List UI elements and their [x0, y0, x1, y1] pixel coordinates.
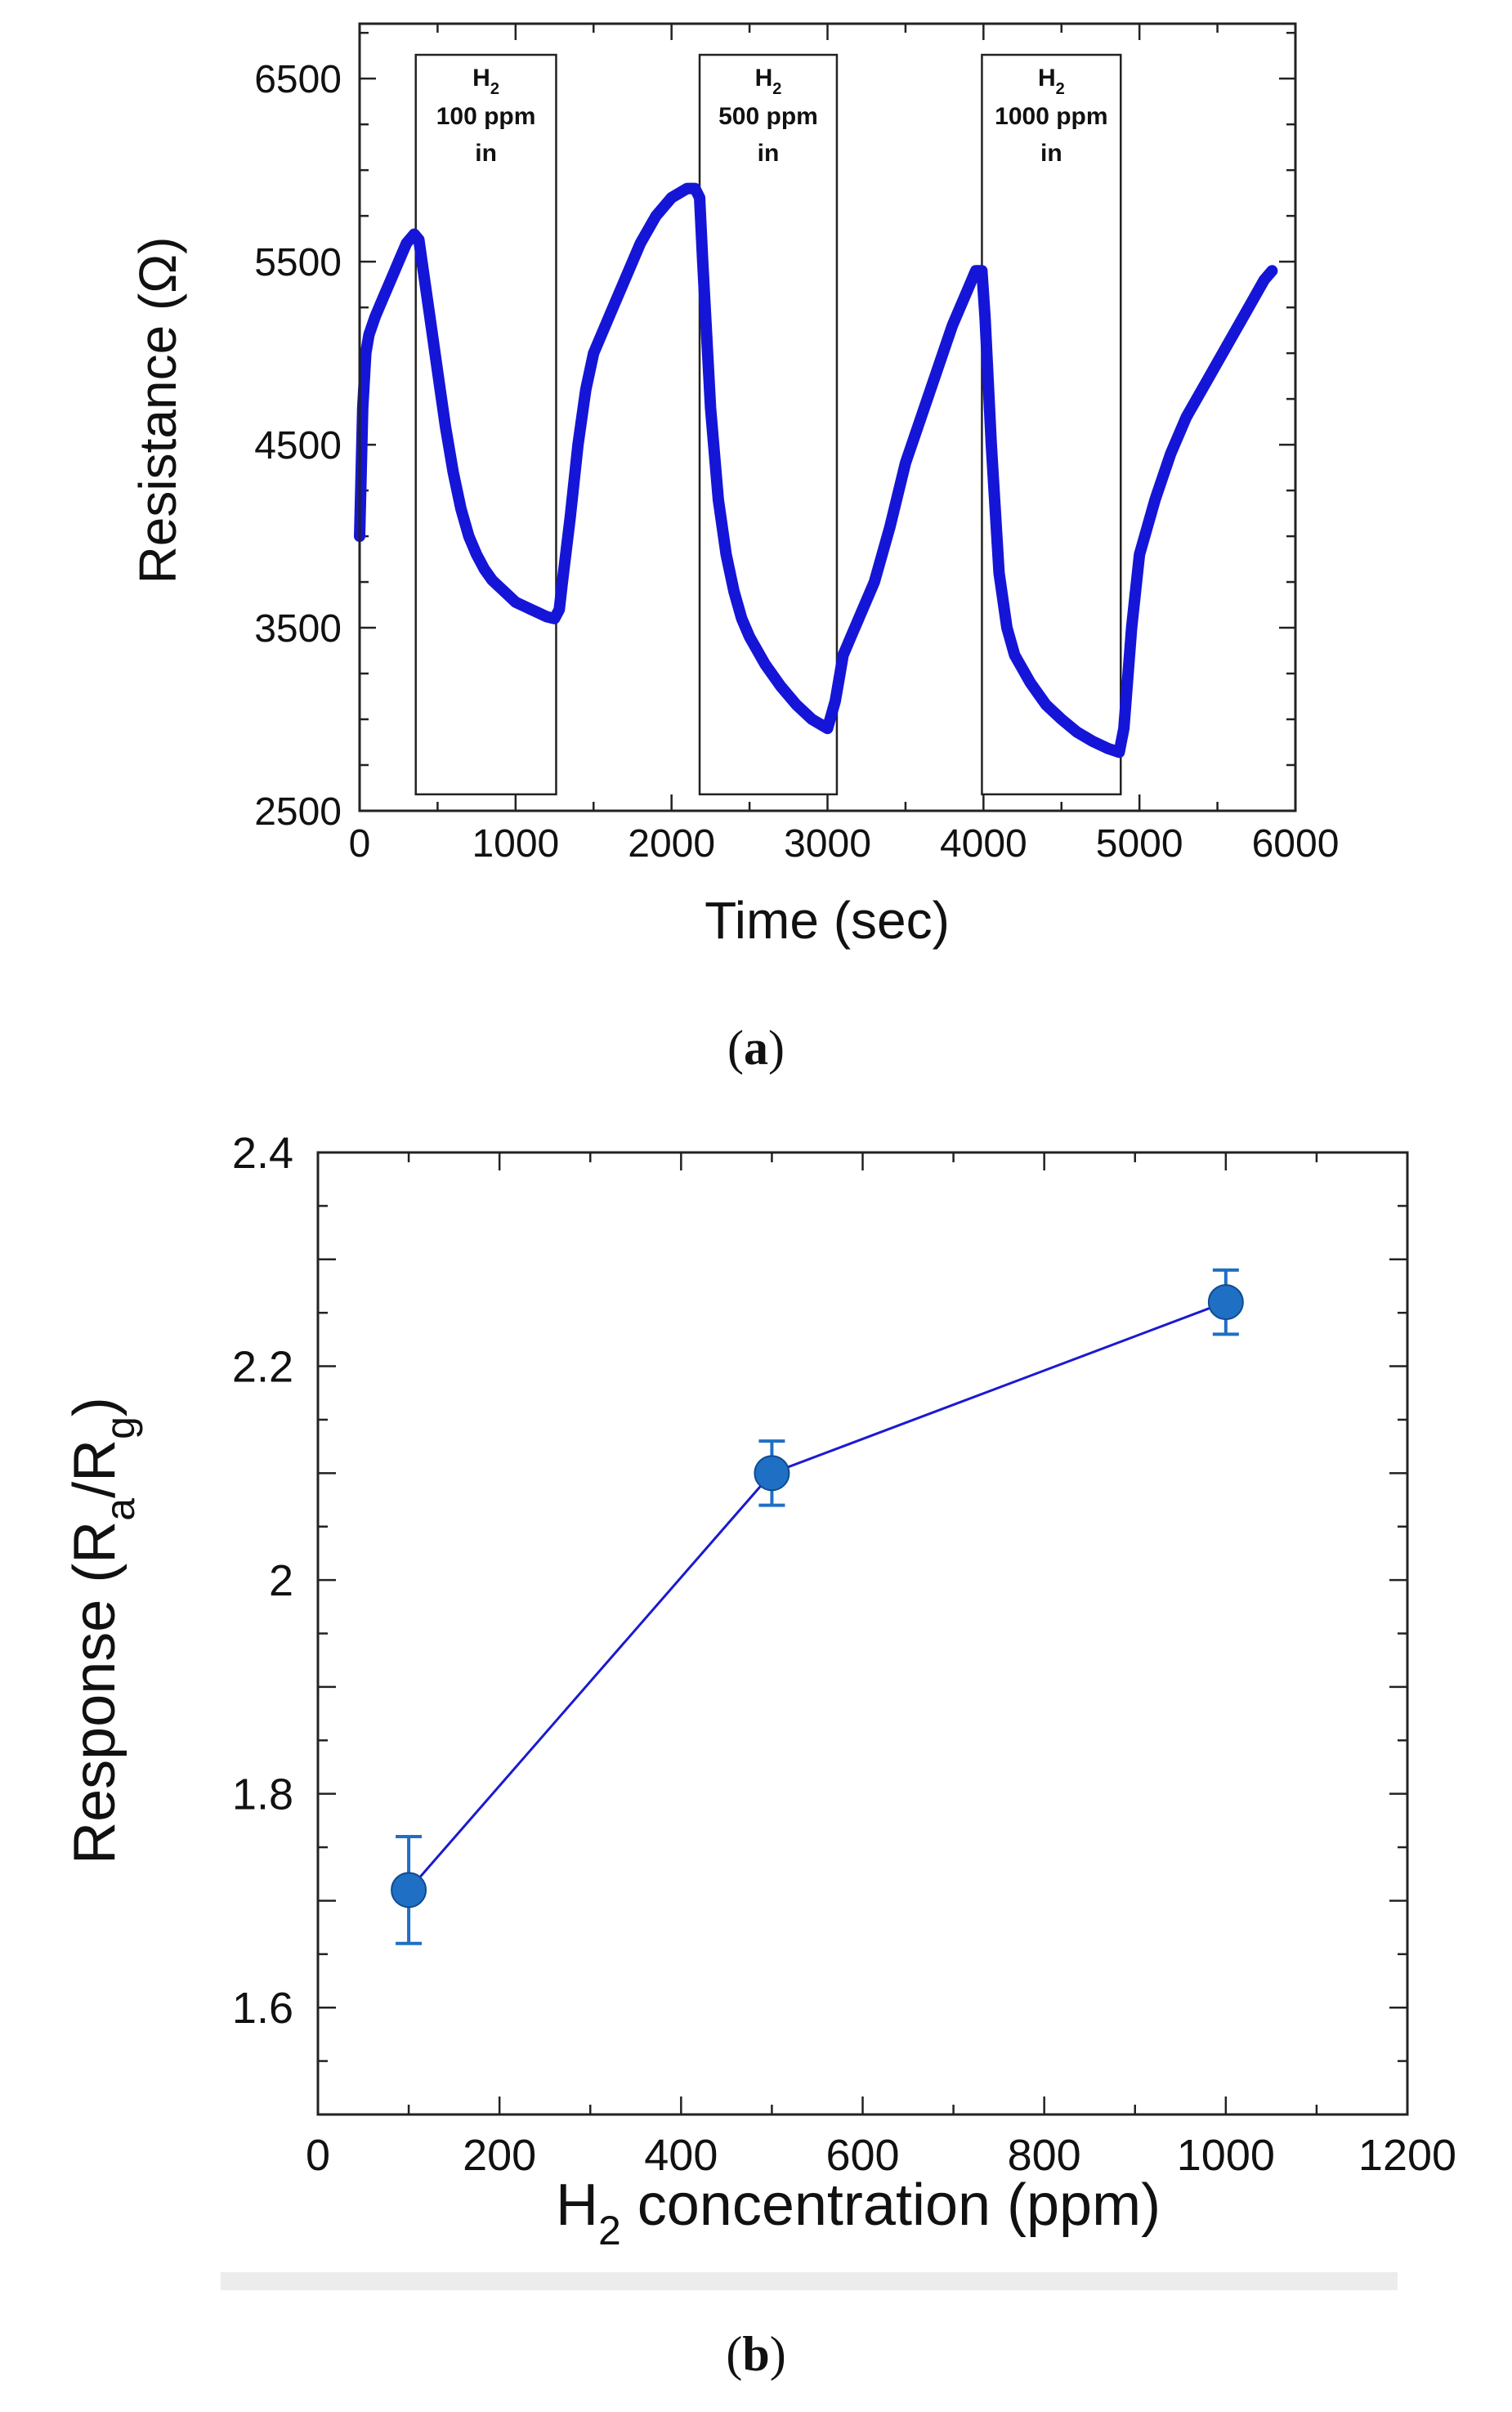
exposure-box-state: in [758, 140, 780, 167]
chart-b-ytick-label: 2.2 [232, 1343, 293, 1392]
chart-a-xtick-label: 4000 [940, 822, 1027, 866]
chart-a-xtick-label: 6000 [1252, 822, 1340, 866]
chart-a-series-line [354, 182, 1278, 759]
chart-a-x-tick-labels: 0 1000 2000 3000 4000 5000 6000 [349, 822, 1340, 866]
data-point [391, 1872, 427, 1909]
chart-b-error-bars [396, 1268, 1239, 1945]
chart-b-ytick-label: 1.8 [232, 1770, 293, 1819]
exposure-box-frame [981, 53, 1122, 796]
chart-a-ytick-label: 6500 [254, 58, 342, 101]
chart-a-plot-frame [358, 22, 1297, 812]
chart-a-ytick-label: 3500 [254, 607, 342, 651]
exposure-box-gas: H2 [755, 65, 782, 98]
data-point [1207, 1284, 1244, 1321]
data-point [754, 1455, 790, 1492]
chart-a-xlabel: Time (sec) [705, 891, 950, 950]
chart-a: H2 100 ppm in H2 500 ppm in H2 1000 ppm in 0 1000… [128, 22, 1340, 1075]
chart-b-panel-label: (b) [726, 2327, 785, 2381]
exposure-box-conc: 100 ppm [436, 103, 536, 130]
chart-b-ytick-label: 2.4 [232, 1129, 293, 1178]
chart-b-bottom-band [221, 2272, 1398, 2290]
chart-b-xtick-label: 0 [306, 2131, 330, 2180]
chart-b-ytick-label: 2 [269, 1556, 293, 1605]
chart-a-ytick-label: 4500 [254, 424, 342, 468]
chart-b: 0 200 400 600 800 1000 1200 1.6 1.8 2 2.2 2.4 H2 c… [62, 1129, 1456, 2381]
exposure-box-frame [414, 53, 557, 796]
exposure-box-conc: 500 ppm [718, 103, 818, 130]
exposure-box-gas: H2 [472, 65, 499, 98]
chart-b-x-tick-labels: 0 200 400 600 800 1000 1200 [306, 2131, 1456, 2180]
chart-a-xtick-label: 5000 [1096, 822, 1183, 866]
chart-b-ytick-label: 1.6 [232, 1984, 293, 2033]
chart-a-xtick-label: 0 [349, 822, 371, 866]
exposure-box-state: in [475, 140, 497, 167]
chart-b-ylabel: Response (Ra/Rg) [62, 1397, 143, 1864]
chart-a-panel-label: (a) [727, 1021, 785, 1075]
exposure-box-frame [698, 53, 839, 796]
chart-a-xtick-label: 3000 [784, 822, 871, 866]
chart-b-ticks [316, 1151, 1409, 2116]
chart-a-ylabel: Resistance (Ω) [128, 237, 187, 584]
chart-a-ytick-label: 2500 [254, 790, 342, 834]
chart-b-xtick-label: 1200 [1358, 2131, 1456, 2180]
chart-b-xlabel: H2 concentration (ppm) [556, 2173, 1161, 2253]
chart-a-ytick-label: 5500 [254, 241, 342, 284]
exposure-box: H2 500 ppm in [698, 53, 839, 796]
exposure-box-state: in [1040, 140, 1062, 167]
exposure-box-gas: H2 [1038, 65, 1065, 98]
chart-b-xtick-label: 400 [644, 2131, 718, 2180]
chart-b-xtick-label: 200 [463, 2131, 536, 2180]
exposure-box: H2 100 ppm in [414, 53, 557, 796]
chart-a-exposure-boxes: H2 100 ppm in H2 500 ppm in H2 1000 ppm in [414, 53, 1122, 796]
chart-a-xtick-label: 1000 [472, 822, 559, 866]
chart-b-xtick-label: 1000 [1177, 2131, 1275, 2180]
chart-a-y-tick-labels: 2500 3500 4500 5500 6500 [254, 58, 342, 834]
chart-b-xtick-label: 600 [825, 2131, 899, 2180]
chart-b-y-tick-labels: 1.6 1.8 2 2.2 2.4 [232, 1129, 293, 2033]
chart-b-series-line [407, 1300, 1227, 1891]
chart-a-xtick-label: 2000 [628, 822, 715, 866]
chart-a-ticks [358, 24, 1297, 812]
chart-b-points [391, 1284, 1244, 1909]
exposure-box-conc: 1000 ppm [995, 103, 1107, 130]
exposure-box: H2 1000 ppm in [981, 53, 1122, 796]
chart-b-plot-frame [316, 1151, 1409, 2116]
chart-b-xtick-label: 800 [1008, 2131, 1081, 2180]
